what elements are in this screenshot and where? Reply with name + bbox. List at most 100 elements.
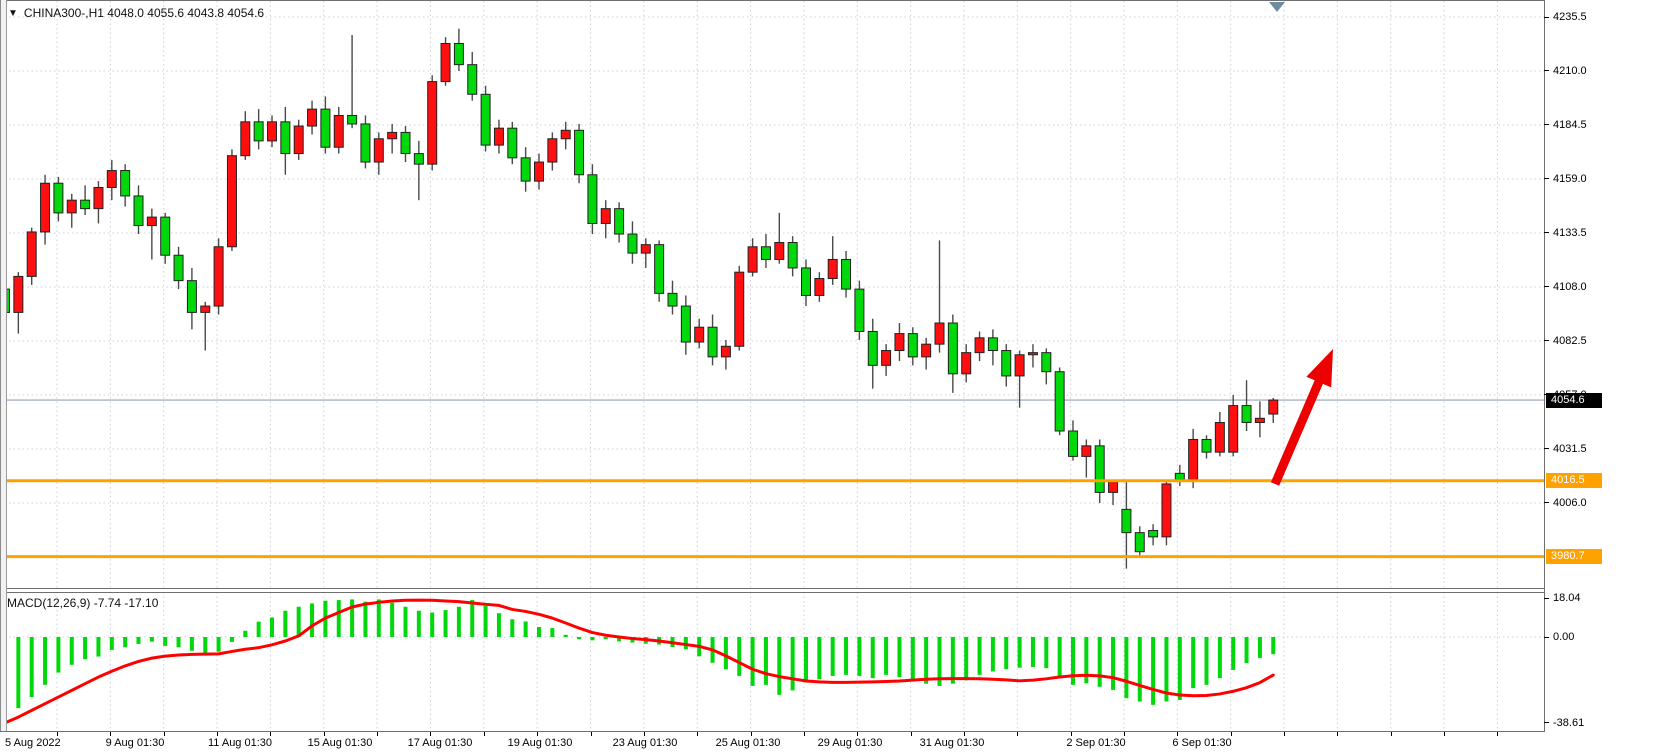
candle-bearish[interactable] bbox=[907, 333, 918, 358]
panel-separator-top[interactable] bbox=[0, 588, 1545, 589]
candle-bearish[interactable] bbox=[1001, 350, 1012, 377]
candle-bearish[interactable] bbox=[614, 208, 625, 235]
candle-bearish[interactable] bbox=[1094, 445, 1105, 493]
candle-bullish[interactable] bbox=[1081, 445, 1092, 457]
candle-bullish[interactable] bbox=[747, 246, 758, 273]
candle-bearish[interactable] bbox=[841, 258, 852, 290]
candle-bullish[interactable] bbox=[1188, 438, 1199, 481]
candle-bearish[interactable] bbox=[987, 337, 998, 352]
candle-bullish[interactable] bbox=[921, 343, 932, 358]
candle-bearish[interactable] bbox=[280, 121, 291, 155]
candle-bullish[interactable] bbox=[1027, 352, 1038, 356]
candle-bearish[interactable] bbox=[507, 127, 518, 159]
candle-bullish[interactable] bbox=[774, 242, 785, 260]
candle-bearish[interactable] bbox=[1041, 352, 1052, 373]
symbol-dropdown-icon[interactable]: ▼ bbox=[8, 7, 18, 19]
candle-bullish[interactable] bbox=[26, 231, 37, 277]
candle-bullish[interactable] bbox=[427, 81, 438, 165]
candle-bullish[interactable] bbox=[827, 258, 838, 280]
candle-bearish[interactable] bbox=[707, 326, 718, 358]
candle-bearish[interactable] bbox=[413, 153, 424, 165]
candle-bearish[interactable] bbox=[680, 305, 691, 343]
candle-bullish[interactable] bbox=[600, 208, 611, 224]
trend-arrow-head[interactable] bbox=[1306, 349, 1333, 388]
candle-bullish[interactable] bbox=[307, 108, 318, 127]
candle-bullish[interactable] bbox=[1214, 422, 1225, 453]
candle-bearish[interactable] bbox=[360, 123, 371, 163]
candle-bearish[interactable] bbox=[854, 288, 865, 332]
candle-bearish[interactable] bbox=[1148, 530, 1159, 538]
chart-shift-marker-icon[interactable] bbox=[1269, 2, 1285, 12]
candle-bearish[interactable] bbox=[801, 267, 811, 296]
candle-bearish[interactable] bbox=[173, 254, 184, 282]
candle-bullish[interactable] bbox=[1014, 354, 1025, 377]
candle-bullish[interactable] bbox=[373, 138, 384, 163]
candle-bullish[interactable] bbox=[814, 278, 825, 296]
candle-bullish[interactable] bbox=[720, 345, 731, 358]
candle-bearish[interactable] bbox=[400, 131, 411, 155]
candle-bullish[interactable] bbox=[226, 155, 237, 248]
candle-bullish[interactable] bbox=[1108, 481, 1119, 493]
candle-bearish[interactable] bbox=[160, 216, 171, 256]
candle-bearish[interactable] bbox=[80, 199, 91, 210]
candle-bullish[interactable] bbox=[13, 275, 24, 313]
candle-bullish[interactable] bbox=[1161, 483, 1172, 538]
candle-bullish[interactable] bbox=[1228, 405, 1239, 453]
candle-bearish[interactable] bbox=[627, 233, 638, 254]
candle-bearish[interactable] bbox=[1134, 532, 1145, 553]
candle-bullish[interactable] bbox=[894, 333, 905, 352]
candle-bullish[interactable] bbox=[387, 131, 398, 140]
macd-indicator-canvas[interactable] bbox=[0, 592, 1545, 731]
candle-bullish[interactable] bbox=[560, 129, 571, 140]
candle-bearish[interactable] bbox=[1201, 438, 1212, 453]
price-chart-canvas[interactable] bbox=[0, 0, 1545, 588]
candle-bearish[interactable] bbox=[1241, 405, 1252, 424]
candle-bearish[interactable] bbox=[253, 121, 264, 142]
candle-bearish[interactable] bbox=[760, 246, 771, 260]
candle-bullish[interactable] bbox=[734, 271, 745, 347]
candle-bullish[interactable] bbox=[493, 127, 504, 146]
candle-bearish[interactable] bbox=[120, 170, 131, 197]
candle-bearish[interactable] bbox=[53, 182, 64, 214]
candle-bearish[interactable] bbox=[467, 64, 478, 95]
candle-bearish[interactable] bbox=[1054, 371, 1065, 432]
candle-bullish[interactable] bbox=[440, 42, 451, 83]
candle-bullish[interactable] bbox=[1254, 417, 1265, 424]
candle-bullish[interactable] bbox=[881, 350, 892, 366]
candle-bullish[interactable] bbox=[694, 326, 705, 343]
candle-bullish[interactable] bbox=[146, 216, 157, 227]
candle-bearish[interactable] bbox=[186, 280, 197, 313]
candle-bearish[interactable] bbox=[587, 174, 598, 224]
candle-bearish[interactable] bbox=[667, 292, 678, 307]
candle-bearish[interactable] bbox=[574, 129, 585, 176]
candle-bullish[interactable] bbox=[240, 121, 251, 157]
candle-bearish[interactable] bbox=[1068, 430, 1078, 457]
candle-bearish[interactable] bbox=[453, 42, 464, 66]
candle-bullish[interactable] bbox=[534, 161, 544, 182]
candle-bullish[interactable] bbox=[974, 337, 985, 354]
candle-bearish[interactable] bbox=[347, 114, 358, 125]
candle-bullish[interactable] bbox=[40, 182, 51, 233]
candle-bullish[interactable] bbox=[200, 305, 211, 313]
candle-bearish[interactable] bbox=[654, 244, 665, 294]
candle-bullish[interactable] bbox=[961, 352, 972, 375]
candle-bearish[interactable] bbox=[320, 108, 331, 148]
trend-arrow-shaft[interactable] bbox=[1270, 374, 1326, 486]
candle-bearish[interactable] bbox=[480, 93, 491, 146]
candle-bullish[interactable] bbox=[640, 244, 651, 254]
candle-bullish[interactable] bbox=[93, 186, 104, 210]
candle-bullish[interactable] bbox=[213, 246, 224, 307]
candle-bullish[interactable] bbox=[106, 170, 117, 188]
candle-bearish[interactable] bbox=[133, 195, 144, 227]
candle-bullish[interactable] bbox=[293, 125, 304, 155]
candle-bearish[interactable] bbox=[520, 157, 531, 182]
candle-bullish[interactable] bbox=[333, 114, 344, 148]
candle-bullish[interactable] bbox=[1268, 399, 1279, 415]
candle-bearish[interactable] bbox=[867, 330, 878, 366]
candle-bullish[interactable] bbox=[547, 138, 558, 163]
candle-bearish[interactable] bbox=[1174, 472, 1185, 481]
candle-bullish[interactable] bbox=[934, 322, 945, 345]
candle-bearish[interactable] bbox=[787, 242, 798, 269]
candle-bearish[interactable] bbox=[1121, 508, 1132, 534]
candle-bullish[interactable] bbox=[66, 199, 77, 214]
